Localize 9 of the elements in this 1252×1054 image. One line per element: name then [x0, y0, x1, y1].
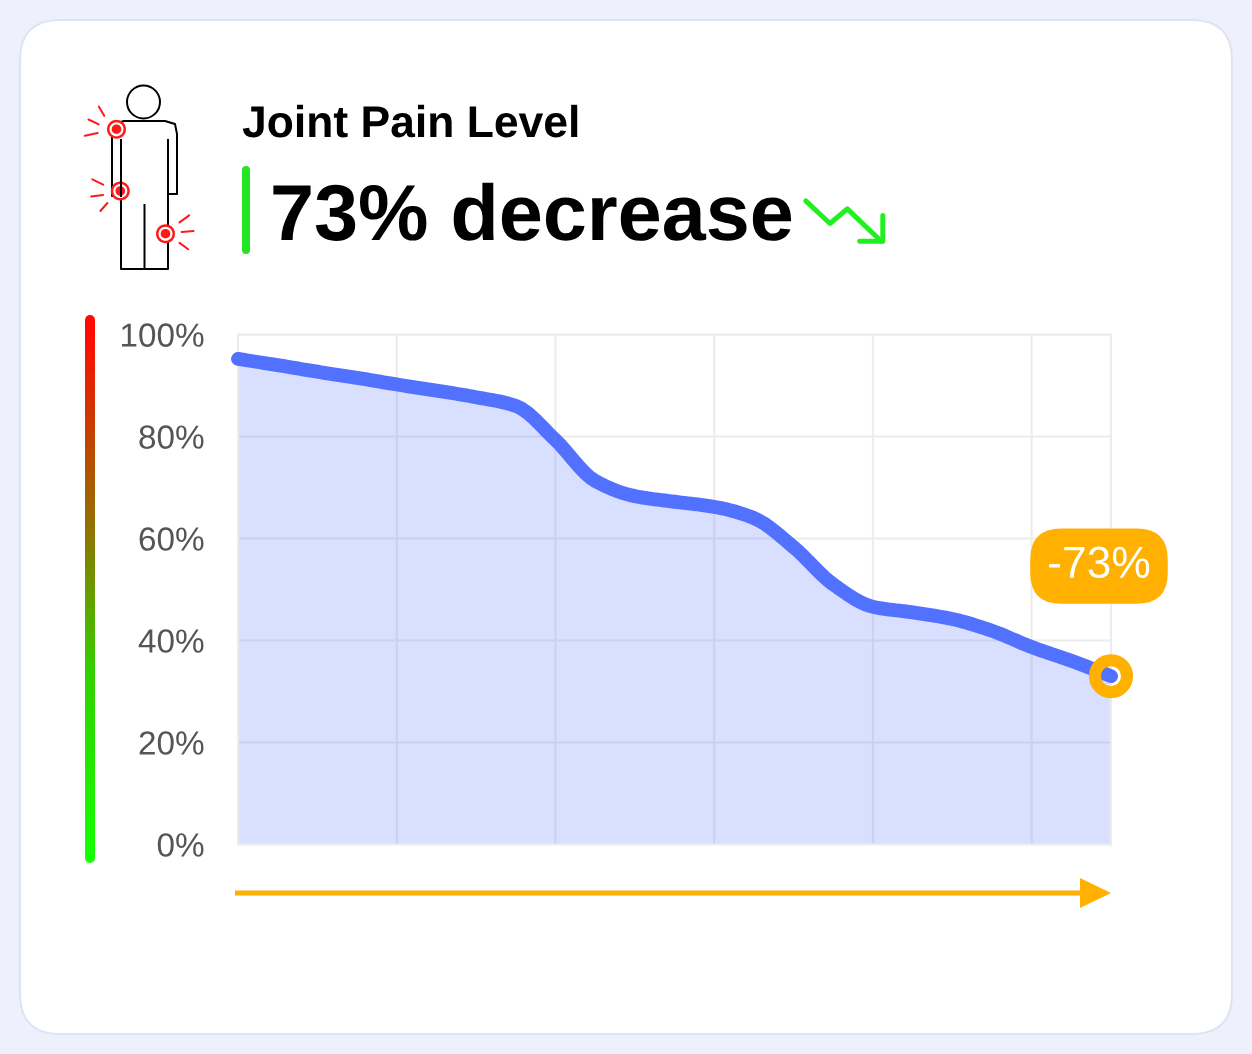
- y-tick-label: 80%: [139, 425, 204, 449]
- y-tick-label: 40%: [138, 629, 204, 653]
- y-tick-label: 0%: [157, 833, 204, 857]
- y-tick-label: 60%: [139, 527, 204, 551]
- chart-title: Joint Pain Level: [242, 104, 578, 138]
- y-tick-label: 100%: [121, 323, 204, 347]
- annotation: -73%: [1049, 546, 1150, 579]
- chart-subtitle: 73% decrease: [273, 182, 792, 241]
- y-tick-label: 20%: [139, 731, 204, 755]
